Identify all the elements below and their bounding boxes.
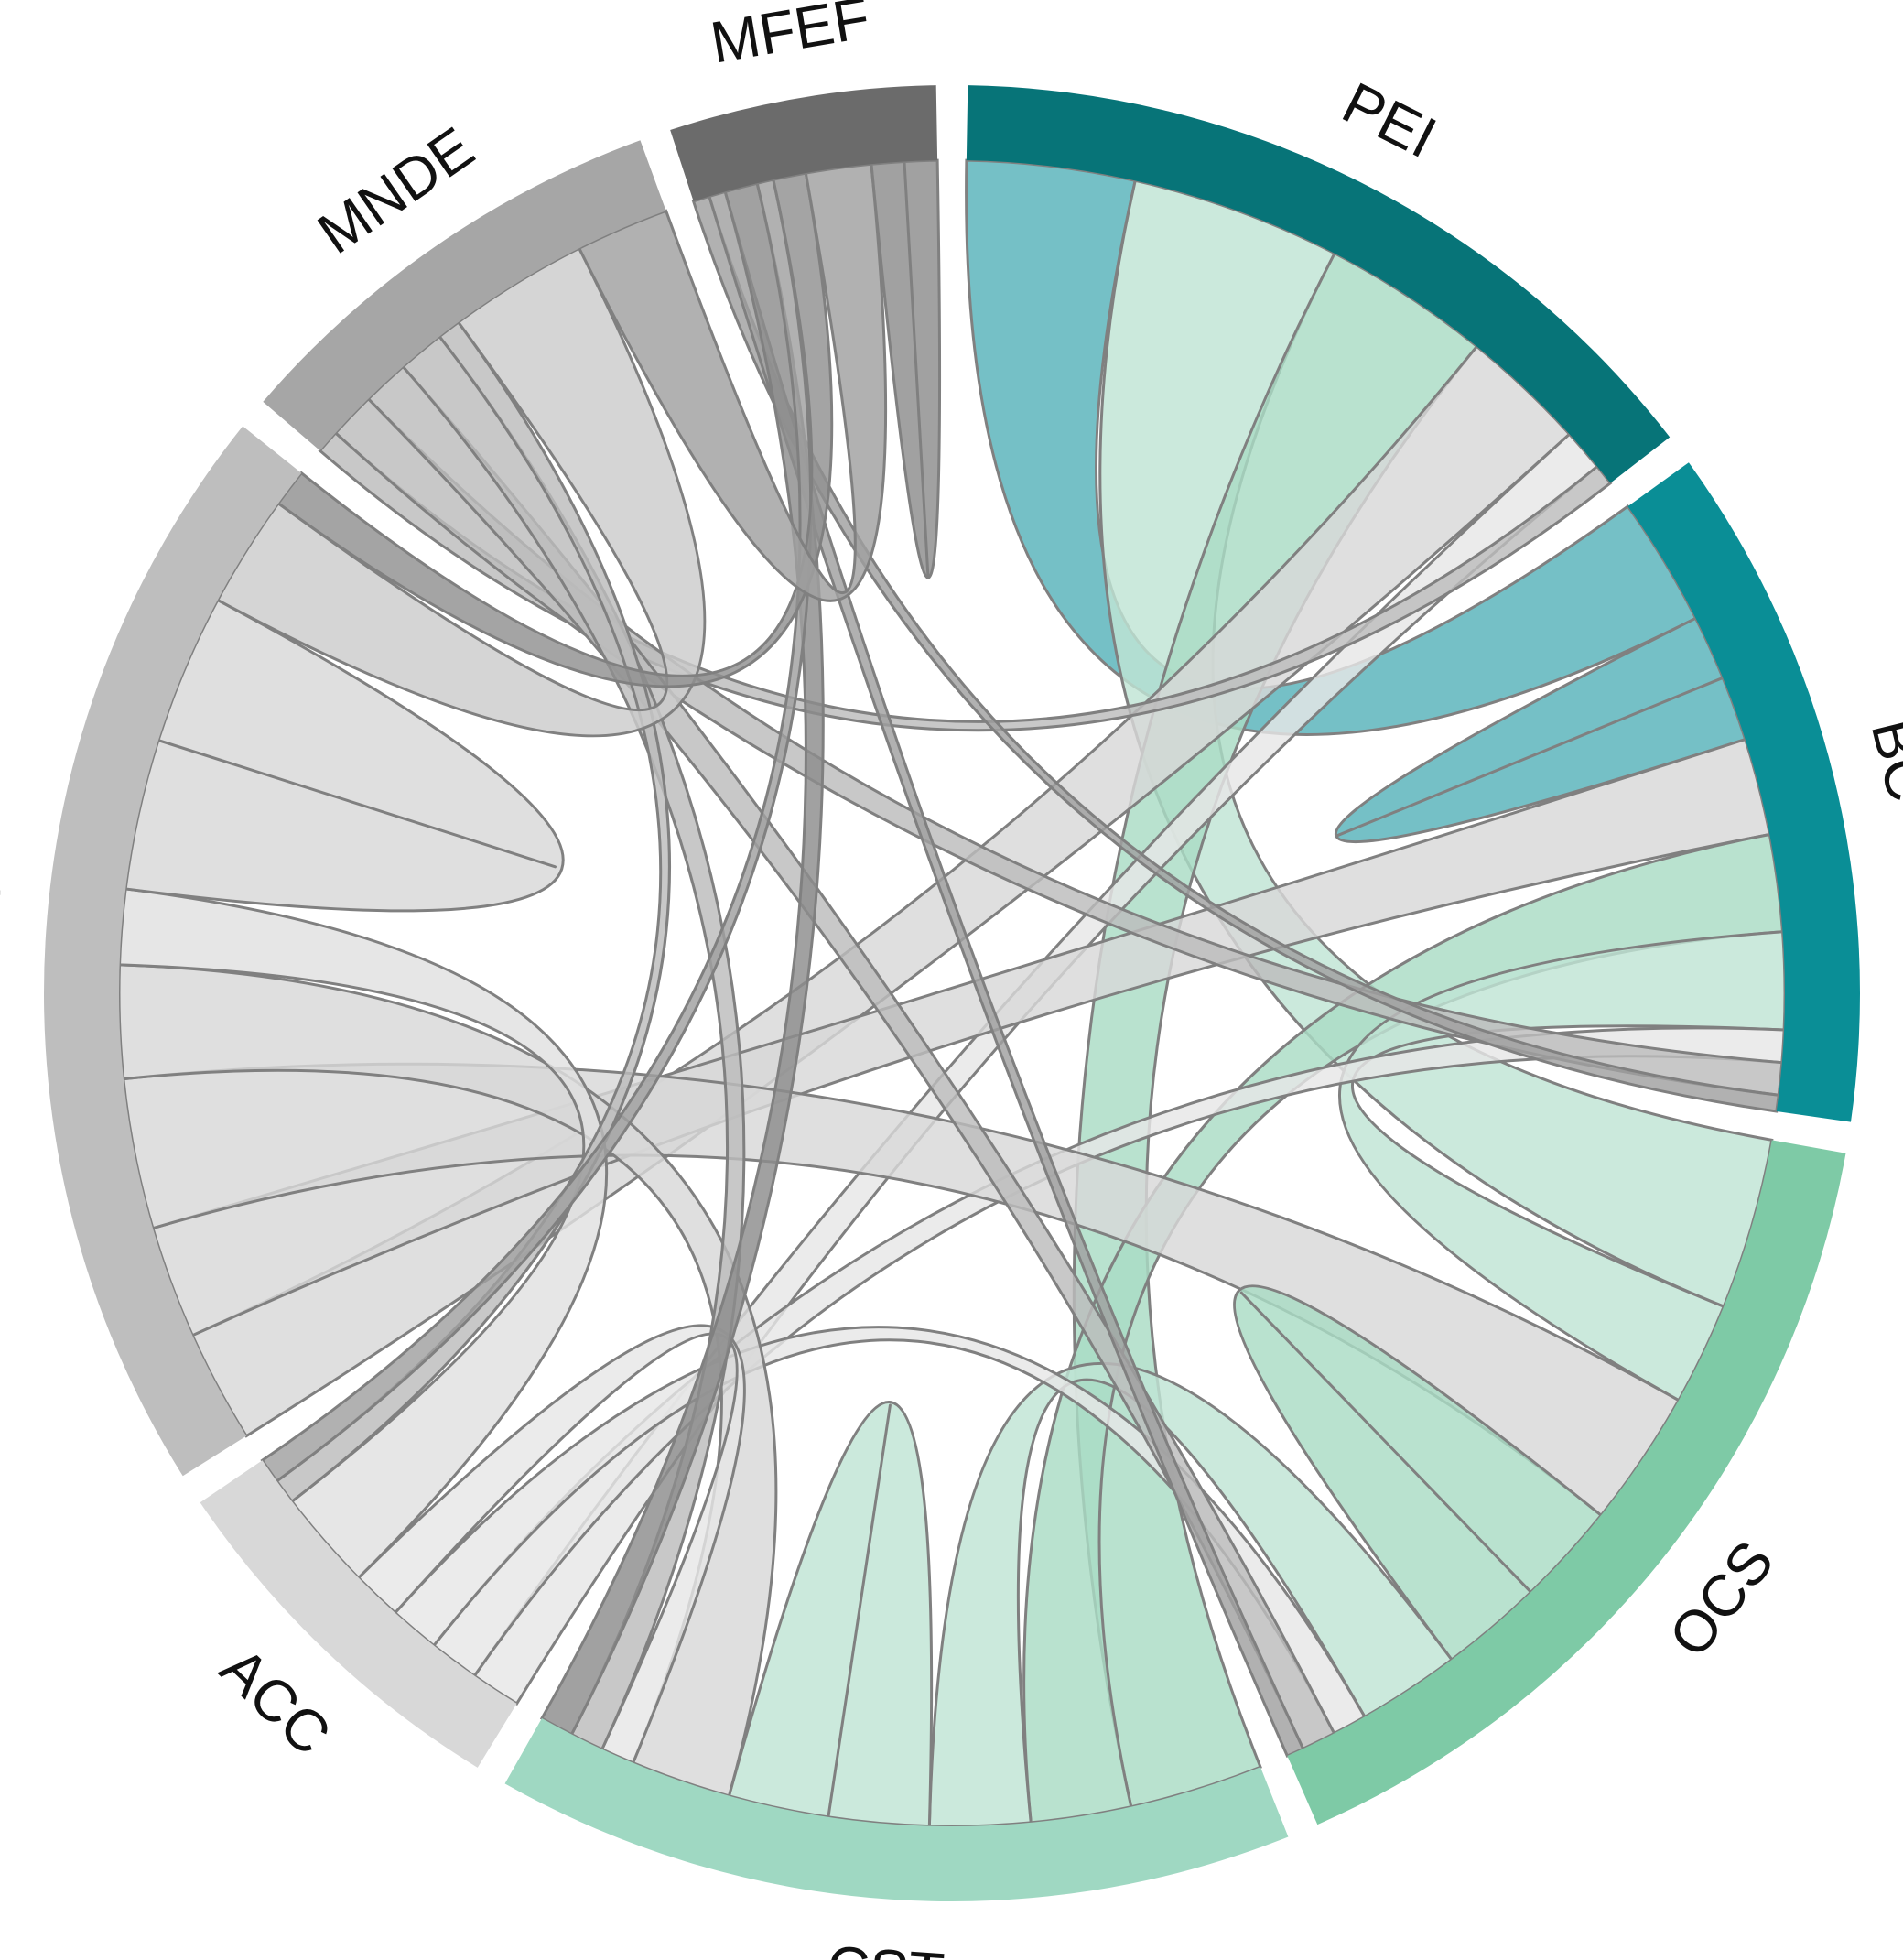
chord-mas-mas	[124, 598, 565, 913]
chord-ocs-ocs	[1233, 1284, 1604, 1662]
chord-pei-bc	[965, 158, 1698, 736]
chords-layer	[117, 158, 1787, 1828]
sector-arc-mnde	[263, 140, 666, 451]
sector-arc-ocs	[1287, 1140, 1846, 1825]
sector-label-acc: ACC	[209, 1635, 343, 1768]
sector-label-mas: MAS	[0, 872, 14, 1003]
sector-arc-pei	[966, 85, 1671, 483]
sector-label-mfef: MFEF	[706, 0, 874, 76]
sector-arc-mfef	[670, 85, 938, 201]
chord-cst-mfef	[539, 181, 825, 1737]
sector-label-bc: BC	[1859, 713, 1903, 808]
chord-mas-mnde	[215, 246, 707, 738]
sector-arcs	[44, 85, 1860, 1901]
sector-arc-cst	[504, 1718, 1289, 1901]
chord-bc-mfef	[691, 194, 1780, 1113]
chord-bc-acc	[431, 1026, 1786, 1678]
sector-arc-bc	[1627, 462, 1860, 1122]
chord-pei-acc	[472, 432, 1600, 1706]
sector-arc-mas	[44, 426, 302, 1477]
sector-label-pei: PEI	[1333, 70, 1446, 171]
sector-label-ocs: OCS	[1656, 1529, 1786, 1670]
sector-arc-acc	[200, 1460, 517, 1768]
sector-label-cst: CST	[825, 1933, 946, 1960]
